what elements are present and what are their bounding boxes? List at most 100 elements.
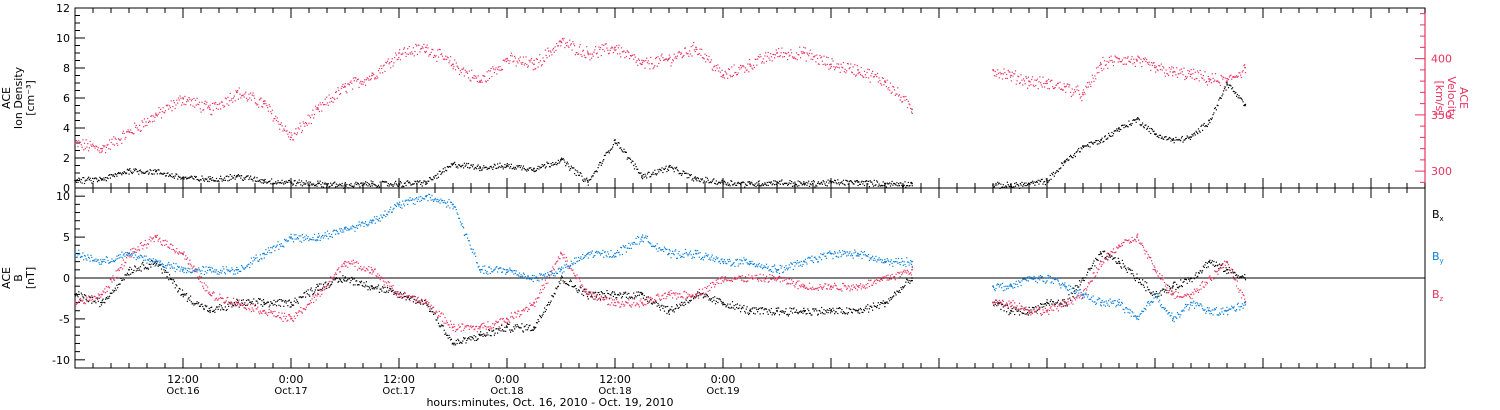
bz-dot (497, 322, 499, 324)
velocity-dot (605, 43, 607, 45)
ion-density-dot (610, 148, 612, 150)
velocity-dot (127, 129, 129, 131)
velocity-dot (561, 38, 563, 40)
ion-density-point (911, 182, 913, 185)
bz-dot (193, 265, 195, 267)
ion-density-dot (1165, 136, 1167, 138)
velocity-dot (1114, 55, 1116, 57)
velocity-dot (1027, 87, 1029, 89)
velocity-dot (611, 46, 613, 48)
velocity-dot (467, 72, 469, 74)
velocity-dot (503, 59, 505, 61)
bz-dot (608, 298, 610, 300)
ion-density-dot (100, 179, 103, 181)
ion-density-dot (699, 181, 701, 183)
velocity-dot (186, 99, 188, 101)
bx-dot (829, 312, 832, 314)
velocity-dot (828, 68, 830, 70)
bx-dot (85, 298, 87, 300)
ion-density-dot (514, 168, 516, 170)
ion-density-dot (454, 164, 457, 166)
velocity-dot (367, 78, 369, 80)
bx-dot (1009, 312, 1011, 314)
velocity-dot (851, 71, 853, 73)
velocity-dot (94, 147, 96, 149)
bx-dot (220, 309, 222, 311)
velocity-dot (1183, 67, 1185, 69)
bx-dot (225, 309, 227, 312)
bx-dot (103, 301, 105, 303)
ion-density-dot (899, 182, 901, 184)
ion-density-dot (158, 169, 160, 171)
velocity-dot (1070, 95, 1072, 97)
ion-density-dot (632, 160, 634, 162)
bx-dot (552, 295, 554, 297)
velocity-dot (1044, 82, 1046, 85)
ion-density-dot (663, 168, 665, 170)
ion-density-dot (1086, 145, 1088, 147)
bx-dot (638, 294, 640, 296)
bz-dot (520, 314, 522, 316)
bx-dot (247, 299, 249, 301)
bz-dot (542, 288, 544, 290)
bx-dot (473, 335, 475, 337)
bx-dot (885, 301, 887, 303)
velocity-dot (1225, 81, 1227, 83)
bx-dot (1028, 306, 1030, 308)
bx-point (290, 301, 292, 304)
velocity-dot (214, 103, 216, 105)
bx-dot (887, 302, 889, 304)
bx-dot (484, 334, 486, 336)
ion-density-dot (1056, 170, 1058, 172)
ion-density-dot (1206, 125, 1208, 128)
velocity-point (695, 46, 697, 49)
ion-density-dot (1179, 139, 1181, 141)
bx-dot (1089, 269, 1091, 271)
bx-dot (587, 298, 589, 300)
ion-density-dot (210, 178, 212, 180)
bz-dot (581, 284, 583, 286)
bx-dot (908, 279, 910, 282)
velocity-dot (868, 77, 870, 79)
bx-dot (329, 285, 331, 287)
velocity-dot (596, 52, 598, 54)
bz-dot (535, 298, 537, 300)
bz-dot (571, 269, 573, 271)
bz-dot (397, 291, 399, 293)
bx-dot (1091, 265, 1093, 267)
bx-dot (131, 272, 133, 274)
bz-dot (152, 237, 154, 239)
bx-dot (719, 298, 721, 300)
ion-density-dot (1144, 124, 1146, 126)
velocity-dot (318, 104, 320, 106)
bx-dot (287, 305, 289, 307)
bx-dot (148, 263, 150, 265)
ion-density-dot (701, 179, 703, 181)
bx-dot (1130, 273, 1132, 275)
velocity-dot (650, 63, 653, 65)
ion-density-dot (194, 176, 197, 178)
velocity-dot (897, 87, 899, 89)
ion-density-dot (261, 182, 263, 184)
bz-dot (385, 277, 387, 279)
bx-dot (616, 297, 618, 299)
velocity-point (749, 63, 751, 66)
bx-dot (578, 289, 580, 291)
bz-dot (419, 300, 421, 302)
bz-dot (474, 328, 476, 330)
bz-dot (202, 285, 204, 287)
ion-density-dot (416, 180, 418, 182)
bx-dot (727, 306, 730, 308)
ion-density-dot (382, 181, 384, 183)
ion-density-dot (279, 182, 281, 184)
ion-density-dot (1093, 142, 1095, 144)
bx-dot (736, 306, 738, 309)
ion-density-dot (342, 185, 344, 187)
ion-density-dot (1138, 118, 1140, 120)
bx-dot (1179, 285, 1181, 287)
ion-density-dot (847, 183, 849, 185)
ion-density-dot (468, 167, 470, 169)
velocity-dot (1065, 85, 1068, 87)
ion-density-dot (744, 183, 747, 185)
ion-density-dot (110, 174, 112, 176)
